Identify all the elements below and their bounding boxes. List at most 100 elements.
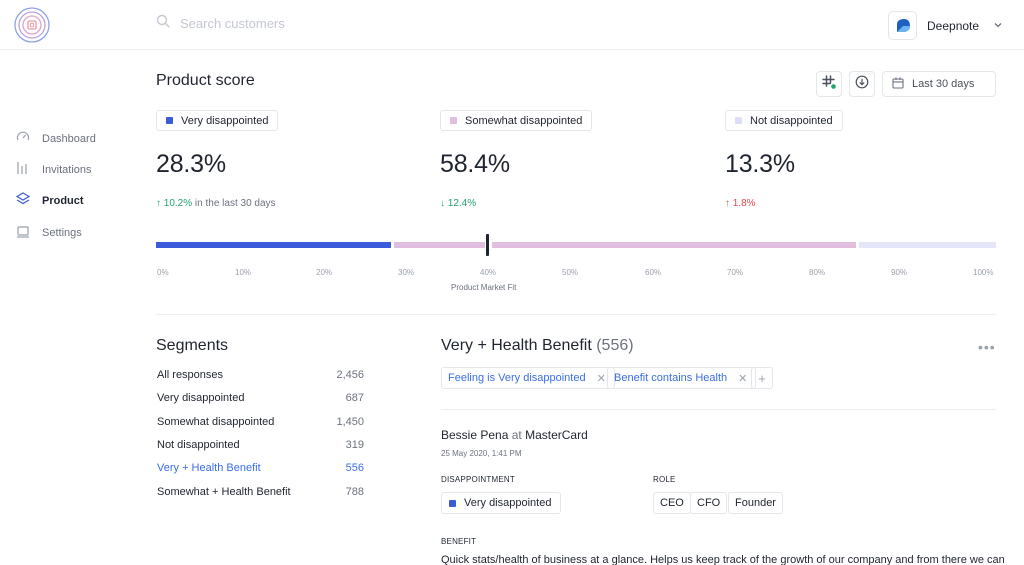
calendar-icon — [892, 77, 904, 92]
sidebar-item-label: Product — [42, 194, 84, 207]
metric-value: 13.3% — [725, 150, 795, 178]
download-button[interactable] — [849, 71, 875, 97]
respondent-name: Bessie Pena at MasterCard — [441, 428, 588, 442]
sidebar-item-settings[interactable]: Settings — [16, 224, 82, 241]
color-swatch — [449, 499, 456, 507]
scale-tick: 70% — [727, 268, 744, 277]
arrow-down-icon: ↓ — [440, 198, 445, 209]
scale-tick: 50% — [562, 268, 579, 277]
scale-tick: 90% — [891, 268, 908, 277]
role-tag: Founder — [728, 492, 783, 514]
arrow-up-icon: ↑ — [156, 198, 161, 209]
add-filter-button[interactable]: + — [751, 367, 773, 389]
detail-title: Very + Health Benefit (556) — [441, 337, 634, 355]
metric-delta: ↓ 12.4% — [440, 198, 476, 209]
metric-somewhat-disappointed: Somewhat disappointed 58.4% ↓ 12.4% — [440, 110, 593, 209]
detail-divider — [441, 409, 996, 410]
segment-row[interactable]: Very disappointed 687 — [157, 392, 364, 404]
delta-value: 10.2% — [163, 198, 193, 209]
metric-very-disappointed: Very disappointed 28.3% ↑ 10.2% in the l… — [156, 110, 279, 209]
page-title: Product score — [156, 72, 255, 89]
metric-delta: ↑ 1.8% — [725, 198, 756, 209]
role-caption: ROLE — [653, 475, 676, 484]
segment-count: 319 — [345, 439, 364, 451]
scale-tick: 60% — [645, 268, 662, 277]
close-icon[interactable]: ✕ — [596, 372, 606, 385]
close-icon[interactable]: ✕ — [738, 372, 748, 385]
slack-icon — [822, 74, 836, 94]
bars-icon — [16, 161, 30, 178]
color-swatch — [735, 117, 742, 124]
logo[interactable] — [14, 7, 50, 43]
segment-label: Not disappointed — [157, 439, 240, 451]
scale-tick: 20% — [316, 268, 333, 277]
metric-value: 28.3% — [156, 150, 226, 178]
filter-chip[interactable]: Benefit contains Health ✕ — [607, 367, 757, 389]
filter-chip[interactable]: Feeling is Very disappointed ✕ — [441, 367, 615, 389]
segment-count: 1,450 — [336, 416, 364, 428]
metric-label: Not disappointed — [750, 114, 833, 127]
arrow-up-icon: ↑ — [725, 198, 730, 209]
bar-segment-somewhat — [394, 242, 485, 248]
sidebar-item-dashboard[interactable]: Dashboard — [16, 130, 96, 147]
metric-chip[interactable]: Not disappointed — [725, 110, 843, 131]
metric-not-disappointed: Not disappointed 13.3% ↑ 1.8% — [725, 110, 843, 209]
role-tag: CFO — [690, 492, 728, 514]
response-date: 25 May 2020, 1:41 PM — [441, 449, 522, 458]
bar-segment-very — [156, 242, 391, 248]
filter-label: Benefit contains Health — [614, 372, 728, 384]
sidebar-item-product[interactable]: Product — [15, 192, 84, 209]
respondent-company: MasterCard — [525, 428, 588, 442]
benefit-text: Quick stats/health of business at a glan… — [441, 554, 1005, 565]
date-range-button[interactable]: Last 30 days — [882, 71, 996, 97]
scale-tick: 80% — [809, 268, 826, 277]
monitor-icon — [16, 224, 30, 241]
bar-segment-somewhat — [492, 242, 856, 248]
segment-label: Very + Health Benefit — [157, 462, 261, 474]
segments-title: Segments — [156, 337, 229, 354]
metric-label: Very disappointed — [181, 114, 269, 127]
delta-value: 12.4% — [447, 198, 477, 209]
scale-tick: 10% — [235, 268, 252, 277]
metric-chip[interactable]: Somewhat disappointed — [440, 110, 593, 131]
detail-count: (556) — [596, 337, 634, 354]
segment-row[interactable]: All responses 2,456 — [157, 369, 364, 381]
disappointment-tag: Very disappointed — [441, 492, 562, 514]
workspace-switcher[interactable]: Deepnote — [888, 11, 1003, 40]
slack-button[interactable] — [816, 71, 842, 97]
respondent-person: Bessie Pena — [441, 428, 509, 442]
segment-label: All responses — [157, 369, 224, 381]
segment-row-active[interactable]: Very + Health Benefit 556 — [157, 462, 364, 474]
section-divider — [156, 314, 996, 315]
segment-row[interactable]: Not disappointed 319 — [157, 439, 364, 451]
search-bar — [156, 14, 420, 33]
segment-label: Somewhat disappointed — [157, 416, 275, 428]
deepnote-logo-icon — [896, 18, 910, 32]
sidebar-item-invitations[interactable]: Invitations — [16, 161, 92, 178]
search-icon — [156, 14, 170, 33]
download-icon — [855, 75, 869, 94]
role-tag: CEO — [653, 492, 691, 514]
search-input[interactable] — [180, 16, 420, 31]
scale-tick: 100% — [973, 268, 994, 277]
color-swatch — [166, 117, 173, 124]
filter-label: Feeling is Very disappointed — [448, 372, 586, 384]
date-range-label: Last 30 days — [912, 78, 975, 90]
delta-suffix: in the last 30 days — [194, 198, 276, 209]
respondent-at: at — [511, 428, 522, 442]
benefit-caption: BENEFIT — [441, 537, 477, 546]
scale-tick: 40% — [480, 268, 497, 277]
workspace-name: Deepnote — [927, 18, 980, 33]
segment-row[interactable]: Somewhat + Health Benefit 788 — [157, 486, 364, 498]
color-swatch — [450, 117, 457, 124]
plus-icon: + — [758, 370, 766, 386]
layers-icon — [15, 192, 31, 209]
metric-delta: ↑ 10.2% in the last 30 days — [156, 198, 276, 209]
bar-segment-not — [859, 242, 996, 248]
more-options-icon[interactable]: ••• — [978, 339, 996, 355]
sidebar-item-label: Dashboard — [42, 132, 96, 145]
tag-label: Very disappointed — [464, 497, 552, 509]
metric-label: Somewhat disappointed — [465, 114, 583, 127]
metric-chip[interactable]: Very disappointed — [156, 110, 279, 131]
segment-row[interactable]: Somewhat disappointed 1,450 — [157, 416, 364, 428]
